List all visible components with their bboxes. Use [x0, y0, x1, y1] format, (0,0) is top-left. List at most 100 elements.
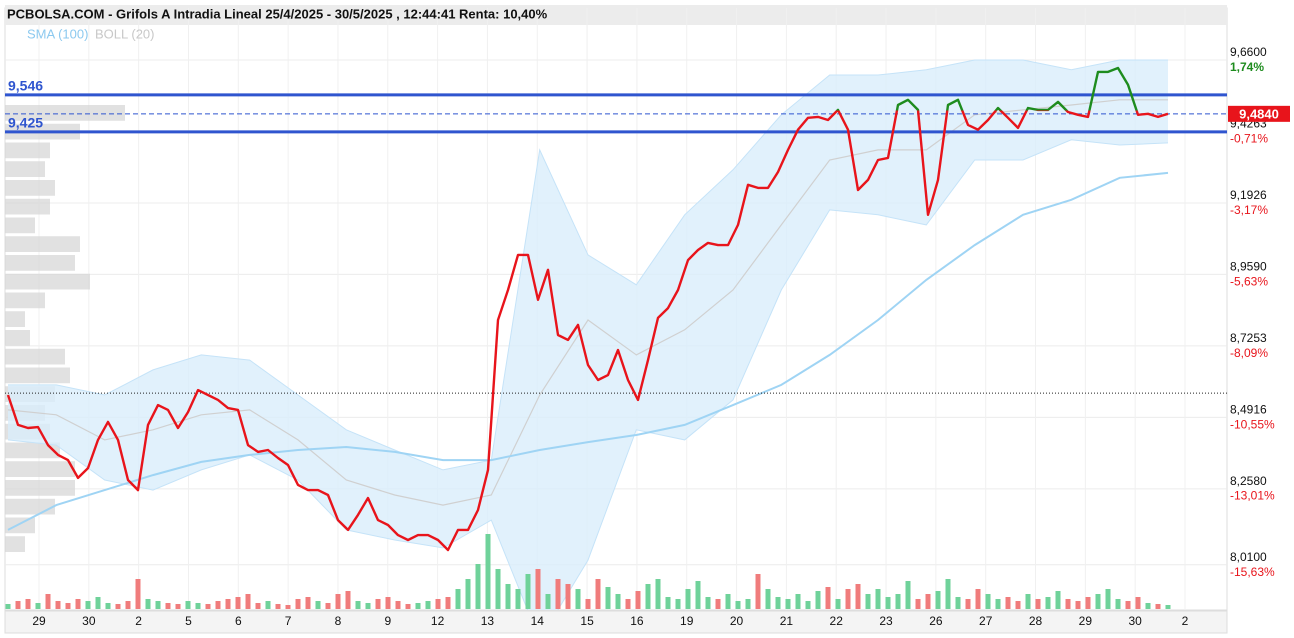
y2-tick-label: -0,71% — [1230, 131, 1268, 145]
volume-bar — [295, 599, 301, 609]
volume-bar — [185, 601, 191, 609]
volume-bar — [245, 594, 251, 609]
volume-profile-bar — [5, 105, 125, 121]
volume-bar — [155, 601, 161, 609]
volume-bar — [215, 601, 221, 609]
volume-bar — [855, 584, 861, 609]
volume-profile-bar — [5, 217, 35, 234]
bollinger-upper — [8, 59, 1168, 471]
x-tick-label: 28 — [1029, 614, 1043, 628]
volume-bar — [365, 603, 371, 609]
x-axis-strip — [4, 610, 1228, 634]
volume-bar — [485, 534, 491, 609]
volume-bar — [865, 594, 871, 609]
volume-bar — [65, 603, 71, 609]
volume-bar — [815, 591, 821, 609]
y2-tick-label: -13,01% — [1230, 489, 1275, 503]
volume-profile-bar — [5, 142, 50, 159]
volume-bar — [125, 601, 131, 609]
volume-bar — [805, 601, 811, 609]
volume-bar — [1165, 605, 1171, 609]
sma-line — [7, 171, 1169, 531]
volume-bar — [75, 599, 81, 609]
x-tick-label: 23 — [879, 614, 893, 628]
legend-entry: BOLL (20) — [95, 26, 155, 41]
volume-bar — [25, 599, 31, 609]
y-tick-label: 9,6600 — [1230, 45, 1267, 59]
volume-bar — [1045, 597, 1051, 609]
volume-bar — [315, 601, 321, 609]
volume-bar — [95, 597, 101, 609]
volume-bar — [1005, 597, 1011, 609]
volume-bar — [1015, 601, 1021, 609]
x-tick-label: 2 — [1182, 614, 1189, 628]
volume-bar — [825, 587, 831, 609]
volume-bar — [5, 604, 11, 609]
volume-bar — [715, 599, 721, 609]
volume-bar — [745, 599, 751, 609]
volume-bar — [795, 594, 801, 609]
volume-bar — [595, 579, 601, 609]
volume-bar — [85, 601, 91, 609]
volume-bar — [725, 594, 731, 609]
price-line — [6, 66, 1169, 552]
volume-bar — [835, 599, 841, 609]
x-tick-label: 19 — [680, 614, 694, 628]
volume-bar — [875, 589, 881, 609]
volume-bar — [445, 597, 451, 609]
volume-bar — [255, 603, 261, 609]
x-tick-label: 30 — [82, 614, 96, 628]
x-tick-label: 8 — [335, 614, 342, 628]
volume-bar — [935, 591, 941, 609]
volume-bar — [985, 594, 991, 609]
volume-bar — [415, 603, 421, 609]
volume-profile-bar — [5, 442, 60, 459]
x-tick-label: 26 — [929, 614, 943, 628]
volume-bar — [915, 599, 921, 609]
volume-bar — [1145, 603, 1151, 609]
volume-bar — [355, 601, 361, 609]
volume-bar — [535, 569, 541, 609]
volume-bar — [165, 603, 171, 609]
volume-bar — [335, 594, 341, 609]
x-tick-label: 20 — [730, 614, 744, 628]
volume-bar — [1105, 589, 1111, 609]
volume-bar — [345, 591, 351, 609]
y2-tick-label: 1,74% — [1230, 60, 1264, 74]
volume-bar — [385, 597, 391, 609]
volume-bar — [395, 601, 401, 609]
volume-bar — [465, 579, 471, 609]
volume-bar — [525, 574, 531, 609]
volume-bar — [1025, 594, 1031, 609]
volume-profile-bar — [5, 461, 75, 477]
volume-bar — [575, 589, 581, 609]
volume-bar — [905, 581, 911, 609]
volume-bar — [265, 601, 271, 609]
volume-bar — [955, 597, 961, 609]
volume-profile-bar — [5, 180, 55, 196]
volume-profile-bar — [5, 292, 45, 309]
volume-bar — [115, 604, 121, 609]
volume-bar — [1135, 597, 1141, 609]
bollinger-lower — [7, 139, 1169, 610]
volume-bar — [1085, 597, 1091, 609]
volume-bar — [995, 599, 1001, 609]
y-tick-label: 8,0100 — [1230, 550, 1267, 564]
x-tick-label: 7 — [285, 614, 292, 628]
price-level-label: 9,425 — [8, 115, 43, 131]
volume-bar — [55, 601, 61, 609]
x-tick-label: 2 — [135, 614, 142, 628]
y-tick-label: 8,9590 — [1230, 260, 1267, 274]
volume-bar — [925, 594, 931, 609]
volume-bar — [505, 584, 511, 609]
y-tick-label: 8,2580 — [1230, 474, 1267, 488]
volume-bar — [1095, 594, 1101, 609]
volume-bar — [495, 569, 501, 609]
volume-bar — [975, 589, 981, 609]
volume-profile-bar — [5, 236, 80, 252]
title-bar — [5, 5, 1227, 25]
volume-bar — [945, 579, 951, 609]
volume-bar — [785, 599, 791, 609]
volume-profile-bar — [5, 480, 75, 496]
